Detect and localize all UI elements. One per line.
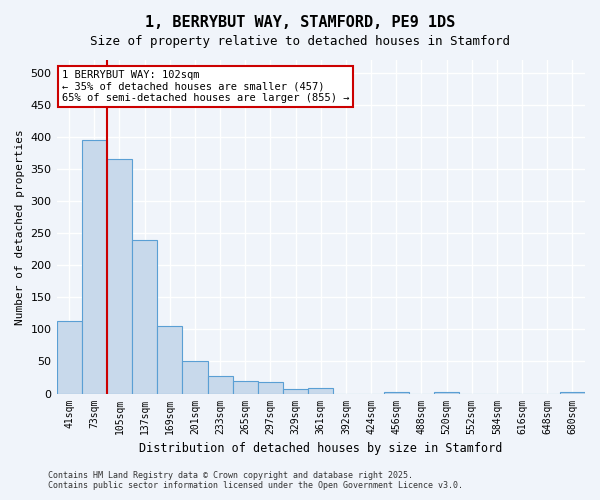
Bar [82, 140, 107, 394]
Bar [308, 388, 334, 394]
Bar [383, 392, 409, 394]
Bar [283, 389, 308, 394]
Text: Contains HM Land Registry data © Crown copyright and database right 2025.
Contai: Contains HM Land Registry data © Crown c… [48, 470, 463, 490]
Text: Size of property relative to detached houses in Stamford: Size of property relative to detached ho… [90, 35, 510, 48]
Bar [157, 326, 182, 394]
Bar [208, 376, 233, 394]
Text: 1 BERRYBUT WAY: 102sqm
← 35% of detached houses are smaller (457)
65% of semi-de: 1 BERRYBUT WAY: 102sqm ← 35% of detached… [62, 70, 349, 103]
Bar [560, 392, 585, 394]
Bar [132, 240, 157, 394]
X-axis label: Distribution of detached houses by size in Stamford: Distribution of detached houses by size … [139, 442, 502, 455]
Bar [107, 160, 132, 394]
Text: 1, BERRYBUT WAY, STAMFORD, PE9 1DS: 1, BERRYBUT WAY, STAMFORD, PE9 1DS [145, 15, 455, 30]
Bar [182, 362, 208, 394]
Y-axis label: Number of detached properties: Number of detached properties [15, 129, 25, 324]
Bar [233, 380, 258, 394]
Bar [56, 321, 82, 394]
Bar [434, 392, 459, 394]
Bar [258, 382, 283, 394]
